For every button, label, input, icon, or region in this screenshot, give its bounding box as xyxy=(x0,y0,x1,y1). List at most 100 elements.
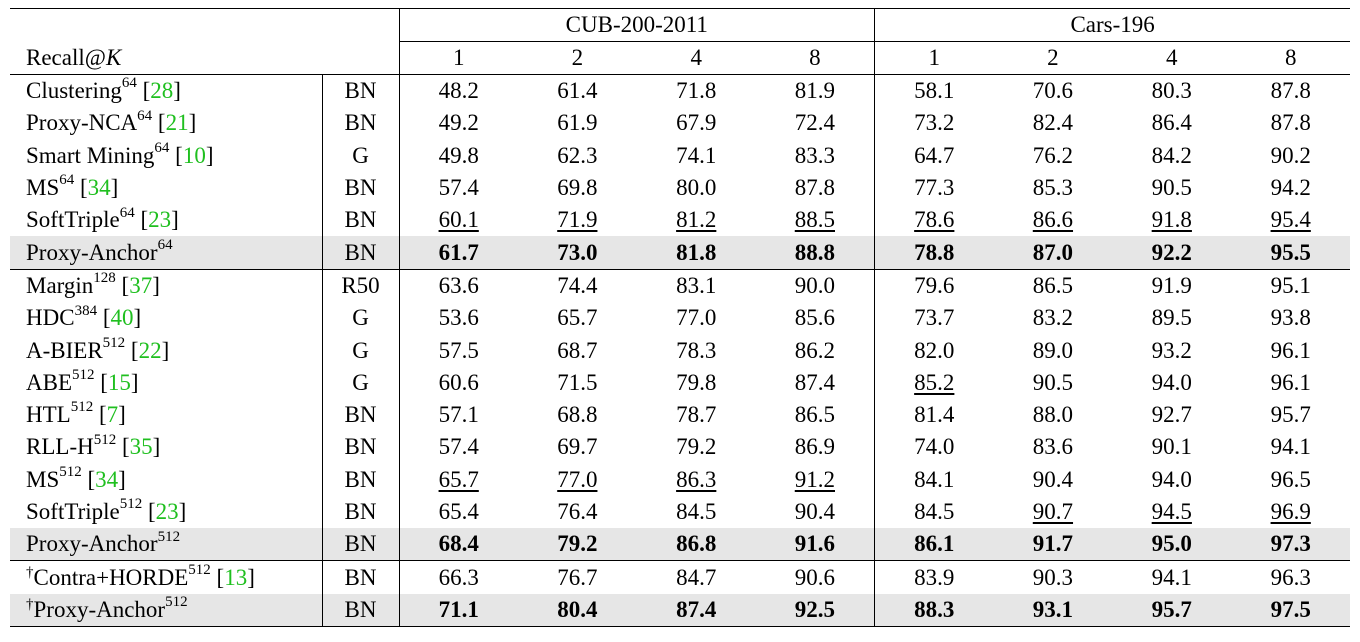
embedding-dim: 64 xyxy=(119,204,135,221)
recall-text: 86.2 xyxy=(794,337,835,363)
method-label: MS xyxy=(26,466,60,492)
citation-link[interactable]: 35 xyxy=(129,434,153,460)
backbone: BN xyxy=(322,398,400,432)
recall-text: 73.7 xyxy=(914,305,955,331)
recall-text: 90.6 xyxy=(794,564,835,590)
citation-link[interactable]: 40 xyxy=(110,305,134,331)
recall-text: 61.4 xyxy=(557,78,598,104)
citation-link[interactable]: 22 xyxy=(138,337,162,363)
recall-text: 81.2 xyxy=(676,207,717,233)
recall-value: 90.5 xyxy=(1112,172,1231,204)
backbone: BN xyxy=(322,431,400,464)
recall-text: 96.5 xyxy=(1270,466,1311,492)
recall-text: 95.7 xyxy=(1270,402,1311,428)
table-row: SoftTriple64 [23] BN 60.1 71.9 81.2 88.5 78.6 8… xyxy=(10,204,1350,237)
table-row: †Proxy-Anchor512 BN 71.1 80.4 87.4 92.5 88.3 93… xyxy=(10,593,1351,628)
recall-text: 93.8 xyxy=(1270,305,1311,331)
citation-link[interactable]: 23 xyxy=(155,499,179,524)
method-label: RLL-H xyxy=(26,434,94,460)
recall-text: 53.6 xyxy=(438,305,479,331)
recall-value: 93.8 xyxy=(1231,302,1350,334)
recall-value: 87.8 xyxy=(755,171,876,205)
recall-value: 83.9 xyxy=(874,560,994,594)
recall-text: 90.7 xyxy=(1032,499,1074,524)
recall-text: 84.1 xyxy=(914,466,955,492)
method-name: HDC384 [40] xyxy=(10,302,323,335)
recall-value: 73.0 xyxy=(517,236,637,270)
recall-value: 90.3 xyxy=(993,560,1113,594)
recall-text: 83.9 xyxy=(914,564,955,590)
method-name: Smart Mining64 [10] xyxy=(10,139,323,172)
citation-link[interactable]: 7 xyxy=(106,402,119,428)
recall-value: 95.0 xyxy=(1112,528,1232,561)
table-row: ABE512 [15] G 60.6 71.5 79.8 87.4 85.2 90.5 94.0… xyxy=(10,366,1350,399)
recall-value: 76.7 xyxy=(517,560,637,594)
recall-text: 79.2 xyxy=(557,531,598,557)
recall-text: 93.2 xyxy=(1151,337,1192,363)
citation-link[interactable]: 15 xyxy=(107,369,131,395)
recall-value: 71.8 xyxy=(636,74,756,108)
recall-text: 65.4 xyxy=(438,499,479,524)
embedding-dim: 64 xyxy=(137,107,153,124)
recall-text: 69.8 xyxy=(557,175,598,201)
recall-value: 61.4 xyxy=(517,74,637,108)
header-row-datasets: CUB-200-2011 Cars-196 xyxy=(10,8,1351,42)
citation-link[interactable]: 13 xyxy=(224,564,248,590)
backbone: BN xyxy=(322,463,400,496)
recall-value: 96.3 xyxy=(1231,560,1351,594)
recall-text: 78.8 xyxy=(914,239,955,265)
embedding-dim: 512 xyxy=(165,594,188,611)
backbone: BN xyxy=(322,560,400,594)
k-header: 8 xyxy=(755,41,876,75)
recall-text: 58.1 xyxy=(914,78,955,104)
recall-text: 73.2 xyxy=(914,110,955,136)
recall-text: 90.0 xyxy=(794,272,835,298)
k-header: 2 xyxy=(517,41,637,75)
recall-value: 80.4 xyxy=(517,593,637,628)
recall-text: 65.7 xyxy=(438,466,479,492)
recall-value: 76.4 xyxy=(518,496,637,528)
citation-link[interactable]: 23 xyxy=(148,207,172,233)
citation-link[interactable]: 37 xyxy=(129,272,153,298)
recall-value: 80.0 xyxy=(637,172,756,204)
recall-value: 85.3 xyxy=(993,172,1112,204)
recall-text: 62.3 xyxy=(557,142,598,168)
citation-link[interactable]: 21 xyxy=(165,110,189,136)
recall-text: 80.3 xyxy=(1151,78,1192,104)
method-name: Clustering64 [28] xyxy=(10,74,323,108)
method-label: Clustering xyxy=(26,78,122,104)
recall-text: 88.0 xyxy=(1032,402,1074,428)
backbone: BN xyxy=(322,107,400,140)
recall-value: 90.0 xyxy=(755,268,876,303)
recall-text: 77.0 xyxy=(676,305,717,331)
recall-value: 78.7 xyxy=(637,399,756,431)
recall-value: 91.7 xyxy=(993,528,1113,561)
recall-value: 65.4 xyxy=(399,496,518,528)
citation-link[interactable]: 10 xyxy=(182,142,206,168)
method-name: Margin128 [37] xyxy=(10,268,323,303)
recall-text: 84.7 xyxy=(676,564,717,590)
recall-value: 78.3 xyxy=(637,334,756,366)
recall-text: 77.3 xyxy=(914,175,955,201)
recall-text: 81.8 xyxy=(676,239,717,265)
recall-text: 95.4 xyxy=(1270,207,1311,233)
citation-link[interactable]: 34 xyxy=(87,175,111,201)
citation-link[interactable]: 34 xyxy=(95,466,119,492)
backbone: BN xyxy=(322,171,400,205)
recall-text: 96.1 xyxy=(1270,337,1311,363)
recall-text: 86.3 xyxy=(676,466,717,492)
recall-text: 63.6 xyxy=(438,272,479,298)
dagger-mark: † xyxy=(26,563,34,580)
recall-text: 90.4 xyxy=(1032,466,1074,492)
table-row: HTL512 [7] BN 57.1 68.8 78.7 86.5 81.4 88.0 92.7… xyxy=(10,398,1350,432)
recall-value: 92.5 xyxy=(755,593,876,628)
recall-value: 94.1 xyxy=(1231,431,1350,463)
recall-value: 64.7 xyxy=(875,140,994,172)
recall-text: 65.7 xyxy=(557,305,598,331)
recall-text: 61.9 xyxy=(557,110,598,136)
table-row: Proxy-Anchor64 BN 61.7 73.0 81.8 88.8 78.8 87.0… xyxy=(10,236,1351,270)
recall-value: 95.7 xyxy=(1231,399,1350,431)
recall-value: 70.6 xyxy=(993,74,1113,108)
recall-text: 85.6 xyxy=(794,305,835,331)
citation-link[interactable]: 28 xyxy=(150,78,174,104)
